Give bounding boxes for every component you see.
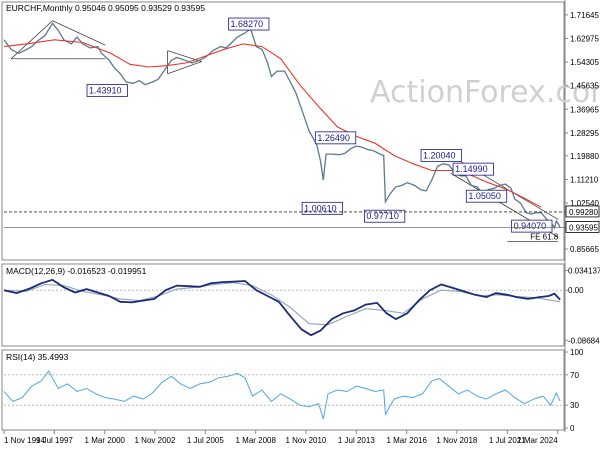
fe-label: FE 61.8: [530, 233, 559, 242]
rsi-line: [3, 370, 561, 420]
reference-price-box: [565, 205, 600, 218]
annotation-box: [228, 17, 270, 31]
x-tick-label: 1 Mar 2024: [517, 436, 558, 445]
price-header: EURCHF,Monthly 0.95046 0.95095 0.93529 0…: [6, 3, 205, 13]
x-tick-label: 1 Jul 2021: [489, 436, 526, 445]
x-tick-label: 1 Nov 1994: [4, 436, 45, 445]
annotation-box: [314, 131, 357, 145]
macd-y-tick-label: 0.00: [568, 286, 584, 295]
watermark: ActionForex.com: [370, 75, 600, 110]
annotation-label: 0.97710: [366, 211, 399, 221]
y-tick-label: 1.71645: [570, 11, 599, 20]
y-tick-label: 1.19880: [570, 152, 599, 161]
rsi-panel-frame: [1, 349, 565, 431]
macd-signal-line: [3, 282, 561, 326]
y-tick-label: 0.85665: [570, 245, 599, 254]
macd-y-tick-label: 0.034137: [568, 267, 600, 276]
annotation-box: [465, 189, 508, 203]
y-tick-label: 1.11210: [570, 175, 599, 184]
x-tick-label: 1 Mar 2016: [386, 436, 427, 445]
annotation-label: 1.00610: [304, 203, 337, 213]
annotation-box: [511, 219, 553, 233]
rsi-header: RSI(14) 35.4993: [6, 352, 69, 362]
macd-panel-frame: [1, 263, 565, 347]
current-price-box: [565, 221, 600, 233]
macd-main-line: [3, 278, 561, 337]
annotation-label: 1.14990: [455, 164, 488, 174]
y-tick-label: 1.45635: [570, 82, 599, 91]
reference-price-label: 0.99280: [569, 208, 598, 217]
annotation-box: [420, 149, 462, 162]
macd-header: MACD(12,26,9) -0.016523 -0.019951: [6, 266, 147, 276]
annotation-label: 0.94070: [514, 221, 547, 231]
rsi-y-tick-label: 30: [570, 401, 579, 410]
x-tick-label: 1 Jul 2005: [187, 436, 224, 445]
y-tick-label: 1.36965: [570, 105, 599, 114]
annotation-box: [86, 83, 128, 97]
annotation-box: [364, 209, 406, 223]
annotation-label: 1.20040: [423, 150, 456, 160]
x-tick-label: 1 Nov 2018: [436, 436, 477, 445]
annotation-label: 1.43910: [89, 85, 122, 95]
x-tick-label: 1 Mar 2000: [85, 436, 126, 445]
annotation-box: [301, 201, 343, 215]
rsi-y-tick-label: 70: [570, 371, 579, 380]
macd-y-tick-label: -0.086849: [568, 336, 600, 345]
x-tick-label: 1 Jul 2013: [338, 436, 375, 445]
trendline: [167, 61, 202, 75]
x-tick-label: 1 Nov 2002: [135, 436, 176, 445]
moving-average-line: [3, 39, 542, 208]
price-panel-frame: [1, 1, 565, 261]
rsi-y-tick-label: 100: [570, 348, 584, 357]
y-tick-label: 1.62975: [570, 34, 599, 43]
annotation-label: 1.05050: [468, 191, 501, 201]
x-tick-label: 1 Jul 1997: [36, 436, 73, 445]
x-tick-label: 1 Mar 2008: [235, 436, 276, 445]
y-tick-label: 1.02540: [570, 199, 599, 208]
annotation-label: 1.68270: [231, 19, 264, 29]
y-tick-label: 1.28295: [570, 129, 599, 138]
y-tick-label: 1.54305: [570, 58, 599, 67]
annotation-label: 1.26490: [317, 133, 350, 143]
annotation-box: [452, 162, 494, 176]
trendline: [52, 20, 106, 46]
rsi-y-tick-label: 0: [570, 424, 575, 433]
current-price-label: 0.93595: [569, 223, 598, 232]
x-tick-label: 1 Nov 2010: [285, 436, 326, 445]
